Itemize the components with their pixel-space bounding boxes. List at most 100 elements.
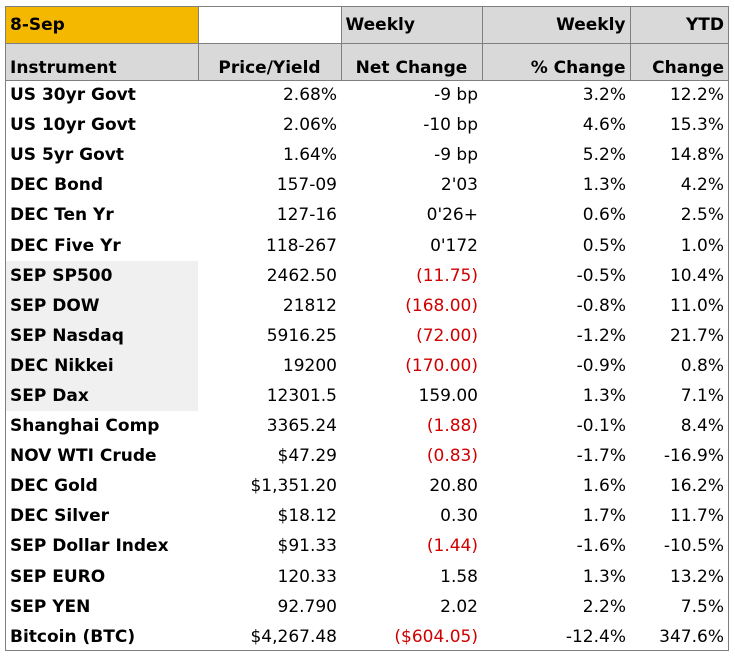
instrument-cell: DEC Silver: [10, 506, 110, 527]
ytd-change-cell: 14.8%: [669, 145, 724, 166]
instrument-cell: SEP DOW: [6, 290, 198, 321]
net-change-cell: (168.00): [405, 295, 478, 316]
table-row: DEC Five Yr 118-267 0'172 0.5% 1.0%: [6, 230, 728, 260]
header-row-bottom: Instrument Price/Yield Net Change % Chan…: [6, 42, 728, 81]
ytd-change-cell: 4.2%: [680, 175, 724, 196]
instrument-cell: Bitcoin (BTC): [10, 626, 136, 647]
header-top-ytd: YTD: [629, 7, 728, 44]
ytd-change-cell: 10.4%: [669, 265, 724, 286]
instrument-cell: SEP EURO: [10, 566, 106, 587]
header-net-change: Net Change: [340, 42, 483, 81]
price-cell: 12301.5: [266, 385, 337, 406]
market-summary-table: 8-Sep Weekly Weekly YTD Instrument Price…: [5, 6, 729, 651]
pct-change-cell: 1.3%: [582, 175, 626, 196]
instrument-cell: SEP Dollar Index: [10, 536, 169, 557]
table-row: SEP Dollar Index $91.33 (1.44) -1.6% -10.5%: [6, 531, 728, 561]
pct-change-cell: 3.2%: [582, 85, 626, 106]
net-change-cell: 1.58: [440, 566, 478, 587]
price-cell: 5916.25: [266, 325, 337, 346]
date-cell: 8-Sep: [6, 7, 199, 44]
table-row: DEC Bond 157-09 2'03 1.3% 4.2%: [6, 170, 728, 200]
instrument-cell: DEC Bond: [10, 175, 104, 196]
price-cell: 1.64%: [282, 145, 337, 166]
pct-change-cell: 1.6%: [582, 476, 626, 497]
pct-change-cell: 4.6%: [582, 115, 626, 136]
instrument-cell: SEP SP500: [6, 260, 198, 291]
instrument-cell: SEP Nasdaq: [6, 320, 198, 351]
ytd-change-cell: 16.2%: [669, 476, 724, 497]
pct-change-cell: 0.6%: [582, 205, 626, 226]
net-change-cell: (170.00): [405, 355, 478, 376]
net-change-cell: 159.00: [418, 385, 478, 406]
header-instrument: Instrument: [6, 42, 199, 81]
ytd-change-cell: 15.3%: [669, 115, 724, 136]
net-change-cell: 0'26+: [426, 205, 478, 226]
price-cell: 118-267: [265, 235, 337, 256]
table-row: DEC Ten Yr 127-16 0'26+ 0.6% 2.5%: [6, 200, 728, 230]
ytd-change-cell: 7.1%: [680, 385, 724, 406]
net-change-cell: (1.44): [426, 536, 478, 557]
price-cell: 19200: [282, 355, 337, 376]
table-row: DEC Nikkei 19200 (170.00) -0.9% 0.8%: [6, 350, 728, 381]
table-row: SEP SP500 2462.50 (11.75) -0.5% 10.4%: [6, 260, 728, 291]
table-row: SEP Nasdaq 5916.25 (72.00) -1.2% 21.7%: [6, 320, 728, 351]
price-cell: 127-16: [276, 205, 337, 226]
instrument-cell: SEP Dax: [6, 380, 198, 412]
table-row: Bitcoin (BTC) $4,267.48 ($604.05) -12.4% 347…: [6, 622, 728, 652]
net-change-cell: (72.00): [416, 325, 478, 346]
header-ytd-change: Change: [629, 42, 728, 81]
net-change-cell: 0.30: [440, 506, 478, 527]
price-cell: $47.29: [277, 446, 337, 467]
instrument-cell: SEP YEN: [10, 596, 91, 617]
weekly-performance-table: 8-Sep Weekly Weekly YTD Instrument Price…: [6, 7, 728, 652]
ytd-change-cell: 2.5%: [680, 205, 724, 226]
ytd-change-cell: 0.8%: [680, 355, 724, 376]
price-cell: $4,267.48: [250, 626, 337, 647]
net-change-cell: (0.83): [426, 446, 478, 467]
pct-change-cell: -0.8%: [576, 295, 626, 316]
table-row: Shanghai Comp 3365.24 (1.88) -0.1% 8.4%: [6, 411, 728, 441]
net-change-cell: ($604.05): [394, 626, 478, 647]
pct-change-cell: 0.5%: [582, 235, 626, 256]
net-change-cell: -9 bp: [434, 145, 478, 166]
table-row: US 5yr Govt 1.64% -9 bp 5.2% 14.8%: [6, 140, 728, 170]
pct-change-cell: 2.2%: [582, 596, 626, 617]
pct-change-cell: -0.9%: [576, 355, 626, 376]
net-change-cell: (11.75): [416, 265, 478, 286]
ytd-change-cell: 347.6%: [659, 626, 724, 647]
net-change-cell: 20.80: [429, 476, 478, 497]
instrument-cell: Shanghai Comp: [10, 416, 160, 437]
instrument-cell: NOV WTI Crude: [10, 446, 157, 467]
ytd-change-cell: 1.0%: [680, 235, 724, 256]
net-change-cell: -10 bp: [423, 115, 478, 136]
pct-change-cell: -1.7%: [576, 446, 626, 467]
header-top-pct-change: Weekly: [481, 7, 631, 44]
ytd-change-cell: 12.2%: [669, 85, 724, 106]
table-row: SEP EURO 120.33 1.58 1.3% 13.2%: [6, 562, 728, 592]
table-row: SEP DOW 21812 (168.00) -0.8% 11.0%: [6, 290, 728, 321]
ytd-change-cell: 21.7%: [669, 325, 724, 346]
instrument-cell: DEC Ten Yr: [10, 205, 114, 226]
instrument-cell: US 5yr Govt: [10, 145, 125, 166]
pct-change-cell: -0.5%: [576, 265, 626, 286]
instrument-cell: DEC Gold: [10, 476, 98, 497]
price-cell: 21812: [282, 295, 337, 316]
net-change-cell: 2.02: [440, 596, 478, 617]
price-cell: 92.790: [277, 596, 337, 617]
ytd-change-cell: -10.5%: [663, 536, 724, 557]
header-top-price: [197, 7, 342, 44]
price-cell: $1,351.20: [250, 476, 337, 497]
price-cell: 2462.50: [266, 265, 337, 286]
price-cell: 2.68%: [282, 85, 337, 106]
price-cell: 120.33: [277, 566, 337, 587]
ytd-change-cell: 13.2%: [669, 566, 724, 587]
instrument-cell: US 30yr Govt: [10, 85, 136, 106]
net-change-cell: (1.88): [426, 416, 478, 437]
net-change-cell: 0'172: [430, 235, 478, 256]
header-row-top: 8-Sep Weekly Weekly YTD: [6, 7, 728, 44]
ytd-change-cell: 11.0%: [669, 295, 724, 316]
pct-change-cell: -1.6%: [576, 536, 626, 557]
net-change-cell: -9 bp: [434, 85, 478, 106]
table-row: SEP Dax 12301.5 159.00 1.3% 7.1%: [6, 380, 728, 412]
table-body: US 30yr Govt 2.68% -9 bp 3.2% 12.2% US 10yr G…: [6, 80, 728, 652]
